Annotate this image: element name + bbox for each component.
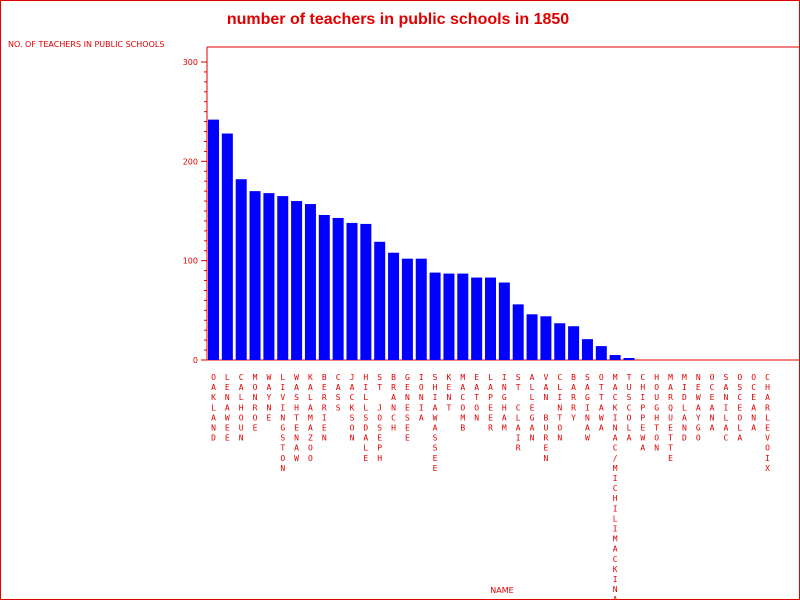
bar [346,222,358,360]
bar [235,179,247,360]
bar [263,193,275,360]
bar [401,258,413,360]
bar [332,217,344,360]
bar [568,326,580,360]
category-labels: O A K L A N D L E N A W E E C A L H O U N M O N R O E W A Y N E L I V I N G S T… [211,373,770,600]
bar [623,358,635,360]
bar [609,355,621,360]
bar [208,119,219,360]
bar [221,133,233,360]
y-axis-label: NO. OF TEACHERS IN PUBLIC SCHOOLS [8,40,164,49]
bar [429,272,441,360]
bar [498,282,510,360]
y-tick-label: 300 [183,58,198,67]
bars [208,119,635,360]
y-tick-label: 200 [183,157,198,166]
bar [581,339,593,360]
bar [526,314,538,360]
bar [304,204,316,360]
bar [388,252,400,360]
y-tick-label: 100 [183,257,198,266]
x-axis-label: NAME [490,586,513,595]
bar [443,273,455,360]
bar [249,191,261,360]
bar [415,258,427,360]
chart-title: number of teachers in public schools in … [227,11,569,28]
y-ticks: 0 100 200 300 [183,58,207,365]
bar [540,316,552,360]
bar [277,196,289,360]
bar [471,277,483,360]
bar [554,323,566,360]
y-tick-label: 0 [193,356,198,365]
bar [512,304,524,360]
bar [485,277,496,360]
bar [291,201,303,360]
bar [360,223,372,360]
bar [374,241,386,360]
bar [595,346,607,360]
bar [318,214,330,360]
bar [457,273,469,360]
